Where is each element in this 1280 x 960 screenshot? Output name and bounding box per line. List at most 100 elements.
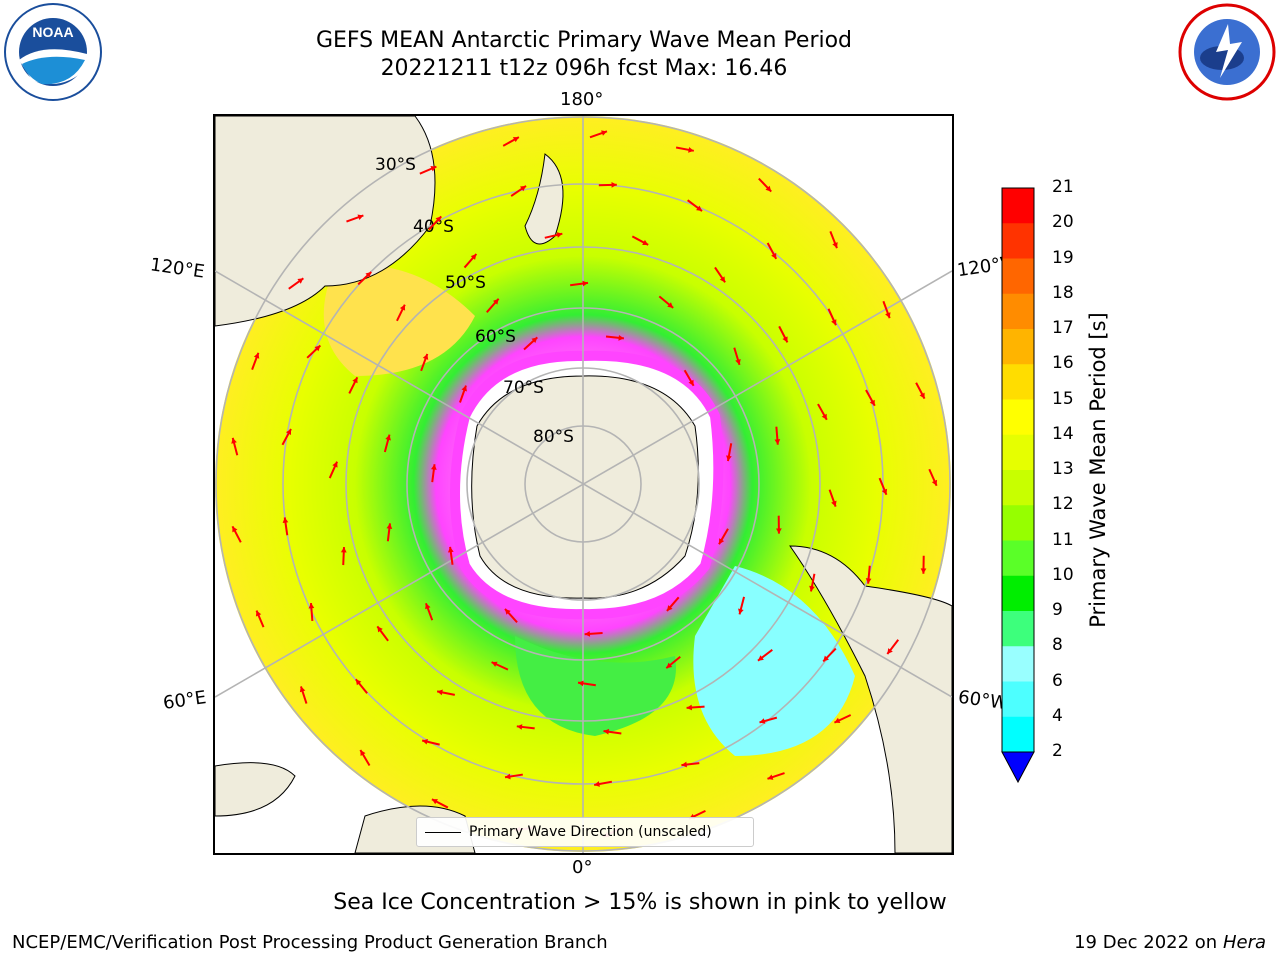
- wave-arrow-head: [823, 655, 829, 662]
- wave-arrow-head: [386, 523, 393, 529]
- wave-arrow-head: [775, 528, 782, 534]
- colorbar-tick-label: 16: [1052, 353, 1074, 374]
- wave-arrow-head: [493, 298, 499, 305]
- wave-arrow-head: [282, 517, 289, 524]
- footer-date: 19 Dec 2022 on Hera: [1074, 932, 1266, 953]
- wave-arrow-head: [505, 773, 511, 780]
- wave-arrow-head: [437, 689, 443, 696]
- colorbar-segment: [1002, 611, 1034, 647]
- colorbar-segment: [1002, 293, 1034, 330]
- southern-africa-land: [215, 762, 296, 817]
- wave-arrow-head: [603, 728, 610, 735]
- lon-label-60e: 60°E: [161, 687, 208, 714]
- wave-arrow-head: [931, 479, 938, 486]
- colorbar-tick-label: 21: [1052, 177, 1074, 197]
- wave-arrow-head: [297, 278, 304, 284]
- colorbar-segment: [1002, 716, 1034, 753]
- lat-label-70s: 70°S: [503, 378, 544, 398]
- wave-arrow-head: [431, 464, 437, 470]
- wave-arrow-head: [285, 428, 292, 435]
- wave-arrow-head: [594, 781, 600, 787]
- lat-label-80s: 80°S: [533, 427, 574, 447]
- colorbar-segment: [1002, 505, 1034, 541]
- wave-arrow-head: [738, 608, 744, 615]
- wave-arrow-head: [461, 385, 467, 392]
- noaa-logo-text: NOAA: [32, 24, 73, 40]
- wave-arrow-head: [696, 205, 703, 212]
- wave-arrow-head: [821, 413, 827, 420]
- lat-label-40s: 40°S: [413, 217, 454, 237]
- wave-arrow-head: [881, 488, 888, 495]
- colorbar-segment: [1002, 329, 1034, 365]
- wave-arrow-head: [516, 724, 523, 730]
- new-zealand-land: [524, 153, 564, 245]
- wave-arrow-head: [253, 352, 260, 359]
- colorbar-tick-label: 11: [1052, 529, 1074, 550]
- wave-arrow-head: [447, 546, 454, 553]
- wave-arrow-head: [365, 272, 372, 278]
- wave-arrow-head: [512, 137, 519, 143]
- footer-host: Hera: [1222, 932, 1266, 953]
- wave-arrow-head: [332, 461, 338, 468]
- wave-arrow-head: [865, 578, 872, 584]
- wave-arrow-head: [832, 242, 838, 249]
- wave-arrow-head: [255, 610, 262, 617]
- wave-arrow-head: [556, 232, 563, 238]
- wave-arrow-head: [422, 353, 429, 360]
- colorbar-tick-label: 17: [1052, 318, 1074, 338]
- wave-arrow-head: [809, 585, 815, 592]
- wave-arrow-head: [470, 254, 477, 260]
- wave-arrow-head: [601, 130, 607, 136]
- australia-land: [215, 116, 436, 327]
- polar-map: 30°S 40°S 50°S 60°S 70°S 80°S: [213, 114, 954, 855]
- wave-arrow-head: [686, 704, 693, 711]
- colorbar-segment: [1002, 681, 1034, 718]
- wave-arrow-head: [618, 334, 624, 341]
- wave-arrow-head: [385, 434, 391, 441]
- title-line-2: 20221211 t12z 096h fcst Max: 16.46: [380, 56, 788, 81]
- colorbar-segment: [1002, 646, 1034, 682]
- wave-arrow-head: [834, 717, 841, 724]
- colorbar-segment: [1002, 364, 1034, 400]
- wave-arrow-head: [611, 182, 617, 188]
- colorbar-frame: [1001, 187, 1035, 753]
- colorbar-segment: [1002, 258, 1034, 295]
- wave-arrow-head: [582, 280, 589, 287]
- footer-date-text: 19 Dec 2022 on: [1074, 932, 1218, 953]
- south-america-land: [789, 545, 952, 853]
- wave-arrow-head: [887, 648, 893, 655]
- wave-arrow-head: [584, 631, 591, 637]
- colorbar-tick-label: 12: [1052, 494, 1074, 515]
- wave-arrow-head: [505, 608, 511, 615]
- wave-arrow-head: [425, 603, 431, 610]
- wave-arrow-head: [667, 302, 674, 308]
- wave-arrow-head: [430, 166, 437, 172]
- colorbar-tick-label: 14: [1052, 423, 1074, 444]
- wave-arrow-head: [357, 214, 364, 220]
- short-period-region: [693, 566, 855, 756]
- colorbar-tick-label: 2: [1052, 741, 1063, 761]
- wave-arrow-head: [765, 185, 772, 192]
- lat-label-50s: 50°S: [445, 273, 486, 293]
- wave-arrow-head: [782, 336, 788, 343]
- colorbar-tick-label: 19: [1052, 247, 1074, 268]
- colorbar-segment: [1002, 434, 1034, 471]
- wave-arrow-head: [719, 538, 725, 545]
- wave-arrow-head: [355, 679, 362, 686]
- colorbar-tick-label: 20: [1052, 212, 1074, 233]
- wave-arrow-head: [735, 358, 741, 365]
- wave-arrow-head: [666, 605, 673, 611]
- long-period-region: [323, 264, 475, 376]
- lat-label-30s: 30°S: [375, 155, 416, 175]
- colorbar: [1001, 187, 1035, 784]
- colorbar-segment: [1002, 540, 1034, 577]
- colorbar-tick-label: 10: [1052, 564, 1074, 585]
- wave-arrow-head: [399, 304, 406, 311]
- lon-label-0: 0°: [572, 857, 593, 878]
- colorbar-segment: [1002, 399, 1034, 436]
- colorbar-segment: [1002, 575, 1034, 612]
- colorbar-tick-label: 18: [1052, 282, 1074, 303]
- wave-arrow-head: [666, 662, 673, 669]
- wave-arrow-head: [231, 437, 237, 444]
- map-legend: Primary Wave Direction (unscaled): [416, 817, 754, 847]
